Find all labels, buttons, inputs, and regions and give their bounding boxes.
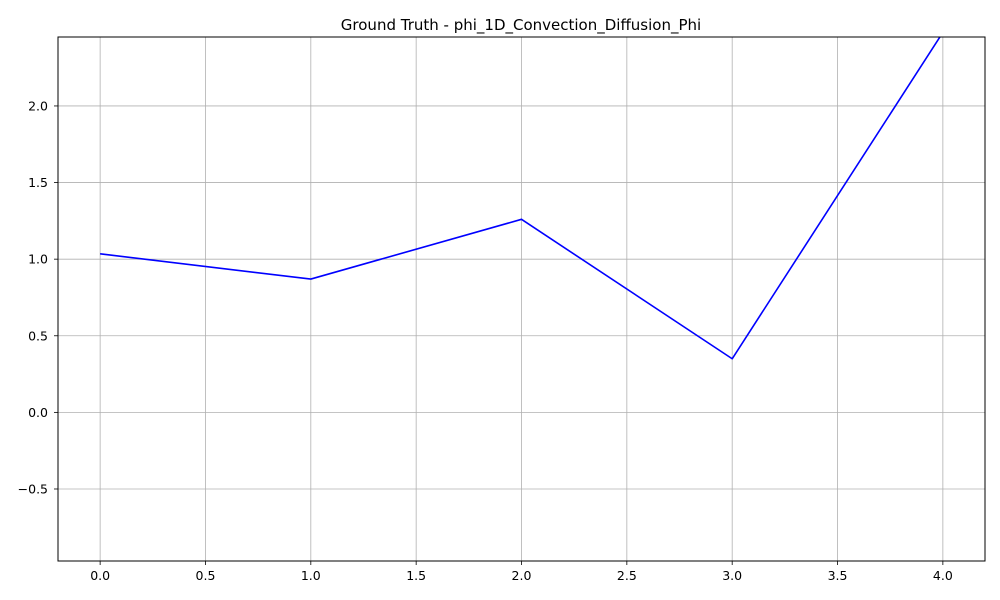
y-tick-label: 0.0 bbox=[28, 405, 48, 420]
x-tick-label: 2.0 bbox=[512, 568, 532, 583]
chart-title: Ground Truth - phi_1D_Convection_Diffusi… bbox=[341, 16, 701, 35]
y-tick-label: −0.5 bbox=[18, 481, 48, 496]
series-layer bbox=[100, 37, 941, 360]
grid bbox=[58, 37, 985, 561]
x-tick-label: 4.0 bbox=[933, 568, 953, 583]
x-tick-label: 2.5 bbox=[617, 568, 637, 583]
y-tick-label: 1.5 bbox=[28, 175, 48, 190]
x-tick-label: 1.5 bbox=[406, 568, 426, 583]
y-tick-label: 1.0 bbox=[28, 252, 48, 267]
y-tick-label: 0.5 bbox=[28, 328, 48, 343]
x-tick-label: 3.0 bbox=[722, 568, 742, 583]
y-tick-label: 2.0 bbox=[28, 98, 48, 113]
x-tick-label: 0.0 bbox=[90, 568, 110, 583]
x-tick-label: 1.0 bbox=[301, 568, 321, 583]
series-line bbox=[100, 37, 941, 360]
x-tick-label: 3.5 bbox=[828, 568, 848, 583]
x-tick-label: 0.5 bbox=[196, 568, 216, 583]
ticks: 0.0 0.5 1.0 1.5 2.0 2.5 3.0 3.5 4.0 −0.5 0.0 0.5 1.0… bbox=[18, 98, 953, 583]
